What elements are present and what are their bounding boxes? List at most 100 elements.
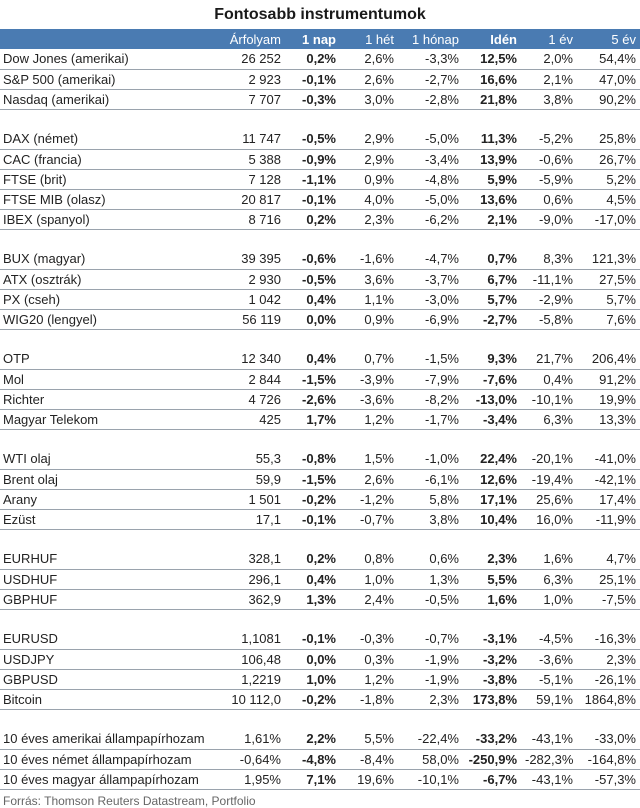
table-row: Dow Jones (amerikai) 26 252 0,2% 2,6% -3,3% 1…: [0, 49, 640, 70]
cell-1-month: -3,3%: [398, 49, 463, 70]
cell-price: 59,9: [221, 469, 285, 490]
cell-ytd: -3,1%: [463, 629, 521, 650]
cell-ytd: 5,9%: [463, 169, 521, 190]
header-1-week: 1 hét: [365, 31, 394, 47]
cell-name: Dow Jones (amerikai): [0, 49, 221, 70]
cell-1-year: 6,3%: [521, 569, 577, 590]
cell-1-year: 21,7%: [521, 349, 577, 370]
cell-price: 328,1: [221, 549, 285, 570]
table-row: GBPUSD 1,2219 1,0% 1,2% -1,9% -3,8% -5,1% -26,1…: [0, 669, 640, 690]
cell-1-month: -2,7%: [398, 69, 463, 90]
cell-price: 425: [221, 409, 285, 430]
table-row: CAC (francia) 5 388 -0,9% 2,9% -3,4% 13,9% -0,…: [0, 149, 640, 170]
table-row: Mol 2 844 -1,5% -3,9% -7,9% -7,6% 0,4% 91,2%: [0, 369, 640, 390]
cell-1-week: 3,6%: [340, 269, 398, 290]
header-price: Árfolyam: [229, 31, 281, 47]
table-row: Ezüst 17,1 -0,1% -0,7% 3,8% 10,4% 16,0% -11,9%: [0, 509, 640, 530]
cell-1-week: 4,0%: [340, 189, 398, 210]
cell-1-week: 1,2%: [340, 409, 398, 430]
cell-name: GBPHUF: [0, 589, 221, 610]
cell-ytd: 0,7%: [463, 249, 521, 270]
cell-price: 55,3: [221, 449, 285, 470]
cell-1-year: 25,6%: [521, 489, 577, 510]
header-1-day: 1 nap: [302, 31, 336, 47]
cell-name: 10 éves magyar állampapírhozam: [0, 769, 221, 790]
cell-1-month: -3,4%: [398, 149, 463, 170]
table-row: Arany 1 501 -0,2% -1,2% 5,8% 17,1% 25,6% 17,4%: [0, 489, 640, 510]
cell-ytd: 16,6%: [463, 69, 521, 90]
cell-ytd: -2,7%: [463, 309, 521, 330]
cell-5-year: -7,5%: [577, 589, 640, 610]
cell-1-month: -8,2%: [398, 389, 463, 410]
cell-ytd: 12,5%: [463, 49, 521, 70]
cell-1-day: -0,3%: [285, 89, 340, 110]
cell-price: 2 844: [221, 369, 285, 390]
cell-price: 296,1: [221, 569, 285, 590]
table-row: 10 éves amerikai állampapírhozam 1,61% 2,2…: [0, 729, 640, 750]
cell-1-year: 59,1%: [521, 689, 577, 710]
cell-name: Richter: [0, 389, 221, 410]
cell-1-year: 2,1%: [521, 69, 577, 90]
table-row: WIG20 (lengyel) 56 119 0,0% 0,9% -6,9% -2,7% -…: [0, 309, 640, 330]
cell-1-month: -7,9%: [398, 369, 463, 390]
group-spacer: [0, 709, 640, 729]
cell-name: WIG20 (lengyel): [0, 309, 221, 330]
cell-1-day: -1,5%: [285, 469, 340, 490]
cell-1-month: -1,0%: [398, 449, 463, 470]
cell-1-week: 3,0%: [340, 89, 398, 110]
cell-5-year: 17,4%: [577, 489, 640, 510]
cell-1-day: 0,4%: [285, 349, 340, 370]
cell-ytd: -7,6%: [463, 369, 521, 390]
cell-1-year: 2,0%: [521, 49, 577, 70]
cell-price: 2 923: [221, 69, 285, 90]
cell-1-year: -20,1%: [521, 449, 577, 470]
cell-1-week: 0,3%: [340, 649, 398, 670]
cell-price: 26 252: [221, 49, 285, 70]
cell-1-month: -2,8%: [398, 89, 463, 110]
cell-1-day: 0,2%: [285, 549, 340, 570]
cell-1-year: -4,5%: [521, 629, 577, 650]
cell-1-month: -0,7%: [398, 629, 463, 650]
cell-5-year: 27,5%: [577, 269, 640, 290]
cell-1-month: -1,7%: [398, 409, 463, 430]
cell-1-month: -3,0%: [398, 289, 463, 310]
cell-5-year: 121,3%: [577, 249, 640, 270]
cell-5-year: 47,0%: [577, 69, 640, 90]
cell-1-month: 0,6%: [398, 549, 463, 570]
cell-1-day: -4,8%: [285, 749, 340, 770]
group-spacer: [0, 429, 640, 449]
cell-price: 1,95%: [221, 769, 285, 790]
cell-1-week: 1,1%: [340, 289, 398, 310]
table-row: Magyar Telekom 425 1,7% 1,2% -1,7% -3,4% 6,3% 1…: [0, 409, 640, 430]
cell-1-day: 0,2%: [285, 209, 340, 230]
cell-ytd: -250,9%: [463, 749, 521, 770]
table-row: FTSE MIB (olasz) 20 817 -0,1% 4,0% -5,0% 13,6…: [0, 189, 640, 210]
cell-1-day: 1,7%: [285, 409, 340, 430]
cell-1-week: -3,9%: [340, 369, 398, 390]
cell-1-week: 19,6%: [340, 769, 398, 790]
cell-1-year: 1,6%: [521, 549, 577, 570]
cell-ytd: 2,1%: [463, 209, 521, 230]
source-note: Forrás: Thomson Reuters Datastream, Port…: [3, 793, 256, 808]
header-ytd: Idén: [490, 31, 517, 47]
cell-name: OTP: [0, 349, 221, 370]
cell-name: PX (cseh): [0, 289, 221, 310]
cell-price: 8 716: [221, 209, 285, 230]
cell-5-year: 4,5%: [577, 189, 640, 210]
header-name: [0, 29, 221, 49]
cell-5-year: -164,8%: [577, 749, 640, 770]
table-row: FTSE (brit) 7 128 -1,1% 0,9% -4,8% 5,9% -5,9% 5…: [0, 169, 640, 190]
table-row: 10 éves német állampapírhozam -0,64% -4,8%…: [0, 749, 640, 770]
table-row: WTI olaj 55,3 -0,8% 1,5% -1,0% 22,4% -20,1% -41…: [0, 449, 640, 470]
header-1-month: 1 hónap: [412, 31, 459, 47]
cell-1-month: -6,2%: [398, 209, 463, 230]
cell-ytd: 5,7%: [463, 289, 521, 310]
cell-ytd: 1,6%: [463, 589, 521, 610]
cell-price: 1,61%: [221, 729, 285, 750]
cell-1-year: -43,1%: [521, 769, 577, 790]
cell-name: 10 éves német állampapírhozam: [0, 749, 221, 770]
cell-1-week: -0,3%: [340, 629, 398, 650]
table-title: Fontosabb instrumentumok: [214, 6, 426, 23]
cell-1-month: -5,0%: [398, 129, 463, 150]
cell-1-week: 1,0%: [340, 569, 398, 590]
